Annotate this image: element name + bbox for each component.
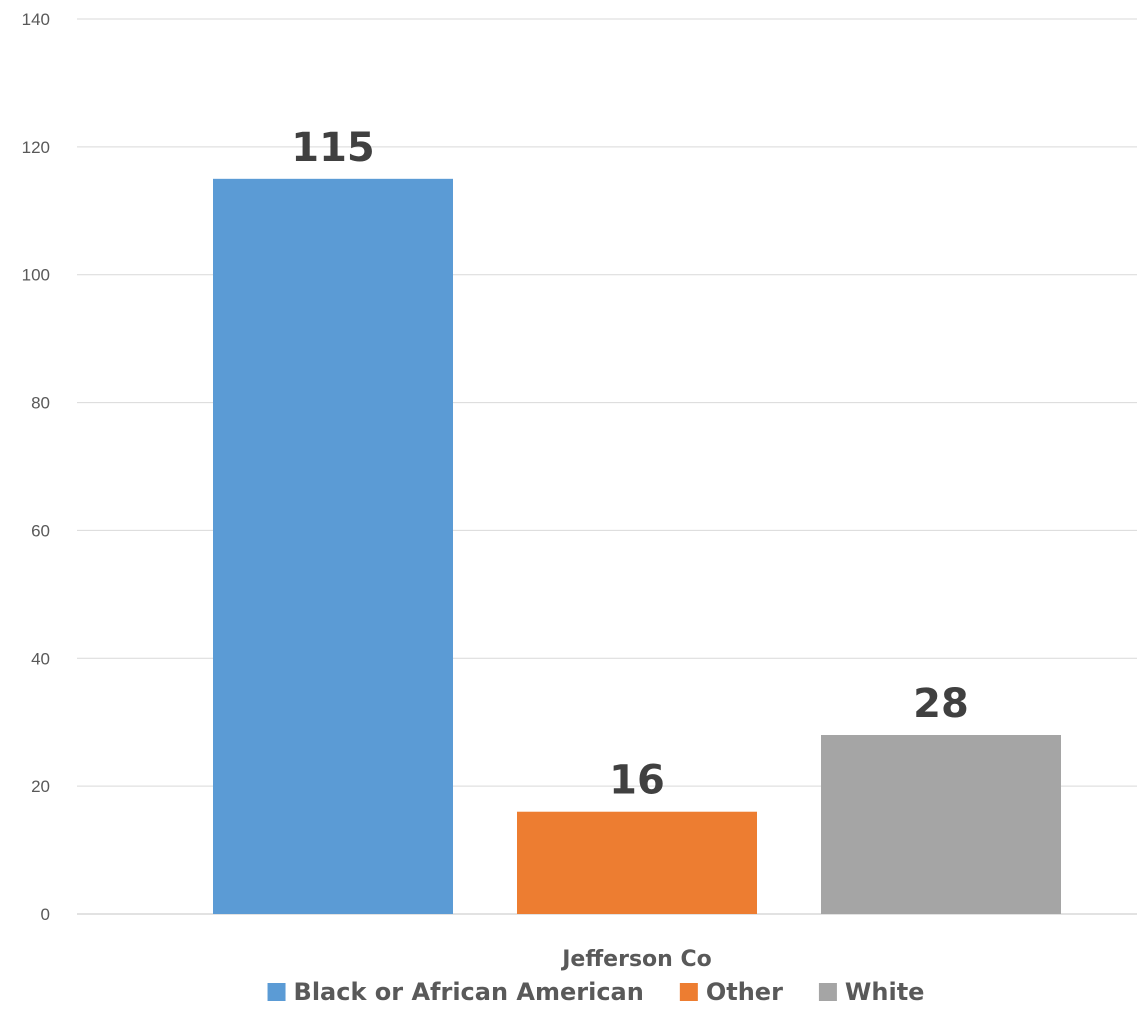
legend-item[interactable]: White	[818, 978, 925, 1006]
legend-item[interactable]: Other	[679, 978, 783, 1006]
legend-label: Black or African American	[294, 978, 644, 1006]
legend-swatch	[818, 983, 837, 1001]
legend-swatch	[267, 983, 286, 1001]
bars	[213, 178, 1061, 915]
legend-label: Other	[706, 978, 783, 1006]
data-labels: 115 16 28	[291, 125, 969, 804]
y-tick-label: 140	[22, 10, 50, 29]
x-axis-category-labels: Jefferson Co	[560, 947, 712, 972]
y-tick-label: 80	[31, 394, 50, 413]
data-label: 16	[609, 758, 665, 804]
y-tick-label: 40	[31, 649, 50, 668]
legend-item[interactable]: Black or African American	[267, 978, 644, 1006]
y-tick-label: 20	[31, 777, 50, 796]
category-label: Jefferson Co	[560, 947, 712, 972]
data-label: 115	[291, 125, 375, 171]
y-tick-label: 100	[22, 266, 50, 285]
bar[interactable]	[213, 178, 453, 915]
bar[interactable]	[517, 811, 757, 914]
y-tick-label: 60	[31, 521, 50, 540]
bar[interactable]	[821, 735, 1061, 914]
y-axis-tick-labels: 0 20 40 60 80 100 120 140	[22, 10, 50, 924]
data-label: 28	[913, 681, 969, 727]
legend[interactable]: Black or African American Other White	[267, 978, 925, 1006]
legend-swatch	[679, 983, 698, 1001]
y-tick-label: 120	[22, 138, 50, 157]
y-tick-label: 0	[41, 905, 50, 924]
legend-label: White	[845, 978, 925, 1006]
